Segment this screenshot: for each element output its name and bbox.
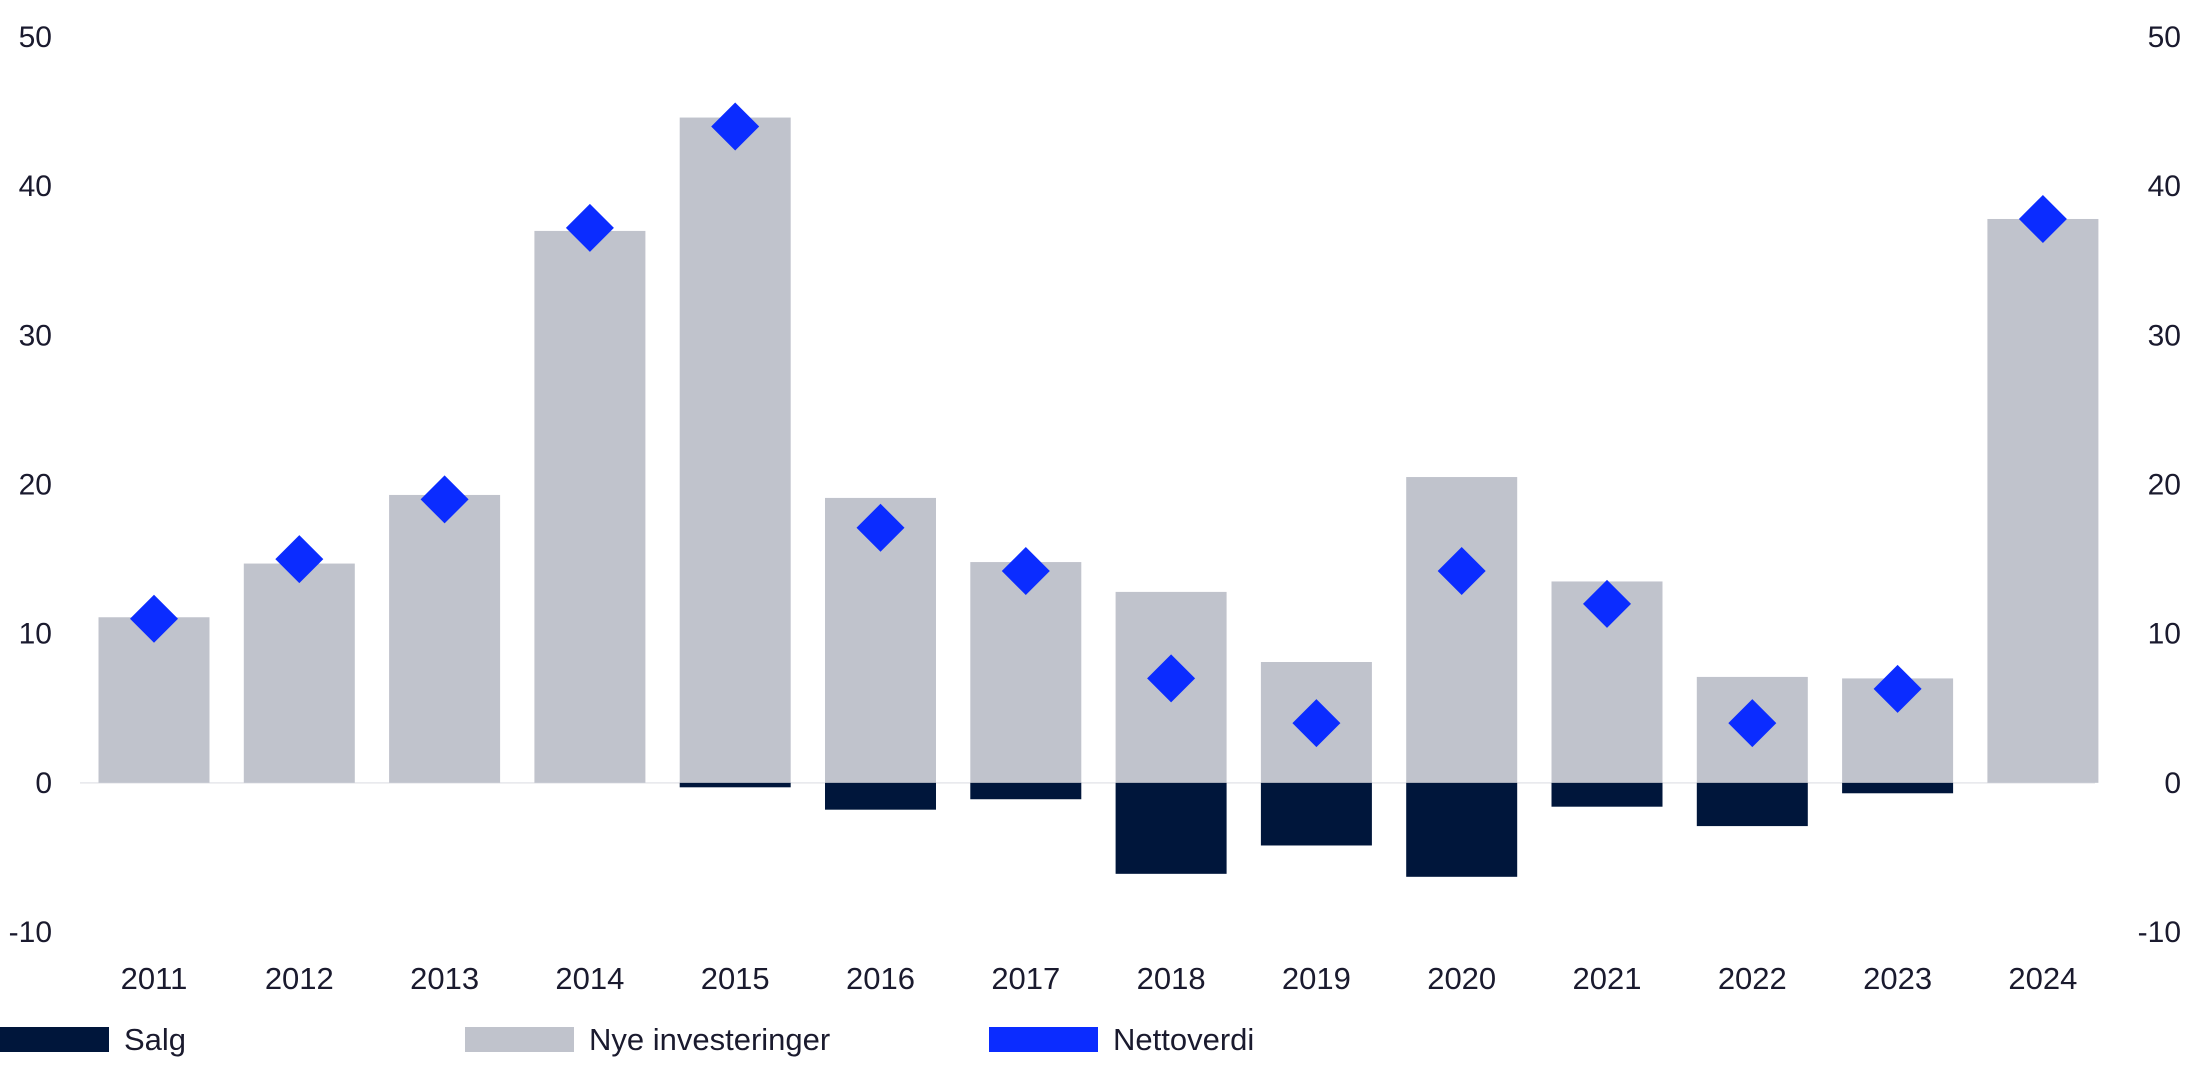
y-tick-label-right: 50 — [2148, 21, 2181, 54]
marker-nettoverdi — [420, 475, 469, 524]
y-tick-label-right: -10 — [2138, 916, 2181, 949]
y-tick-label-left: 50 — [19, 21, 52, 54]
marker-nettoverdi — [1437, 547, 1486, 596]
marker-nettoverdi — [1001, 547, 1050, 596]
marker-nettoverdi — [1292, 699, 1341, 748]
bar-nye-investeringer — [1987, 218, 2099, 783]
x-tick-label: 2020 — [1427, 961, 1496, 996]
x-tick-label: 2023 — [1863, 961, 1932, 996]
bar-nye-investeringer — [534, 230, 646, 783]
x-tick-label: 2024 — [2008, 961, 2077, 996]
bar-salg — [1842, 782, 1954, 794]
bar-salg — [1406, 782, 1518, 877]
bar-salg — [825, 782, 936, 810]
bar-nye-investeringer — [389, 494, 501, 783]
legend-swatch — [465, 1027, 574, 1052]
x-tick-label: 2016 — [846, 961, 915, 996]
y-tick-label-right: 0 — [2164, 767, 2181, 800]
x-tick-label: 2018 — [1137, 961, 1206, 996]
x-tick-label: 2022 — [1718, 961, 1787, 996]
x-tick-label: 2017 — [991, 961, 1060, 996]
y-tick-label-right: 30 — [2148, 319, 2181, 352]
legend-label: Nye investeringer — [589, 1022, 830, 1057]
bar-salg — [1696, 782, 1808, 827]
x-tick-label: 2014 — [555, 961, 624, 996]
x-tick-label: 2019 — [1282, 961, 1351, 996]
x-tick-label: 2012 — [265, 961, 334, 996]
marker-nettoverdi — [565, 203, 614, 252]
x-tick-label: 2013 — [410, 961, 479, 996]
series-nye-investeringer — [98, 117, 2099, 783]
marker-nettoverdi — [856, 503, 905, 552]
y-tick-label-left: 10 — [19, 618, 52, 651]
y-tick-label-left: -10 — [9, 916, 52, 949]
marker-nettoverdi — [130, 594, 178, 643]
legend-label: Salg — [124, 1022, 186, 1057]
x-tick-label: 2011 — [121, 961, 188, 996]
bar-salg — [1260, 782, 1372, 846]
bar-nye-investeringer — [98, 617, 210, 783]
series-salg — [679, 782, 1954, 877]
x-axis: 2011 2012 2013 2014 2015 2016 2017 2018 2019 2020… — [121, 961, 2078, 996]
marker-nettoverdi — [1583, 579, 1631, 628]
x-tick-label: 2015 — [701, 961, 770, 996]
y-tick-label-left: 30 — [19, 319, 52, 352]
legend: Salg Nye investeringer Nettoverdi — [0, 1022, 1254, 1057]
y-tick-label-left: 0 — [35, 767, 52, 800]
y-axis-right: 50 40 30 20 10 0 -10 — [2138, 21, 2181, 949]
y-tick-label-right: 40 — [2148, 170, 2181, 203]
bar-nye-investeringer — [1406, 477, 1518, 783]
marker-nettoverdi — [1873, 664, 1922, 713]
bar-nye-investeringer — [243, 563, 355, 783]
y-tick-label-right: 10 — [2148, 618, 2181, 651]
bar-salg — [679, 782, 791, 788]
bar-nye-investeringer — [679, 117, 791, 783]
bar-salg — [970, 782, 1082, 800]
marker-nettoverdi — [1147, 654, 1196, 703]
y-tick-label-right: 20 — [2148, 469, 2181, 502]
marker-nettoverdi — [711, 102, 760, 151]
bar-nye-investeringer — [970, 562, 1082, 783]
y-tick-label-left: 40 — [19, 170, 52, 203]
marker-nettoverdi — [275, 535, 324, 584]
marker-nettoverdi — [2018, 194, 2067, 243]
legend-label: Nettoverdi — [1113, 1022, 1254, 1057]
marker-nettoverdi — [1728, 699, 1777, 748]
x-tick-label: 2021 — [1573, 961, 1642, 996]
y-axis-left: 50 40 30 20 10 0 -10 — [9, 21, 52, 949]
y-tick-label-left: 20 — [19, 469, 52, 502]
legend-swatch — [989, 1027, 1098, 1052]
series-nettoverdi — [130, 102, 2067, 748]
legend-swatch — [0, 1027, 109, 1052]
bar-salg — [1115, 782, 1227, 874]
bar-salg — [1551, 782, 1663, 807]
